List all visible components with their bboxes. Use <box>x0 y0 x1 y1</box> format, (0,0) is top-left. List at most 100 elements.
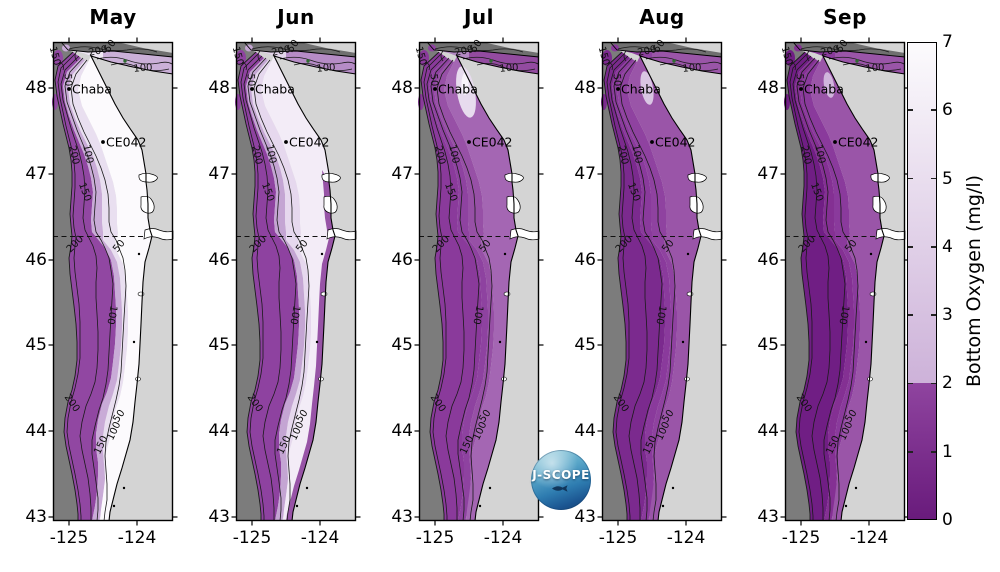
estuary <box>870 172 890 183</box>
station-label: Chaba <box>804 82 844 97</box>
contour-label: 200 <box>615 145 630 166</box>
contour-label: 50 <box>428 73 440 86</box>
station-label: CE042 <box>472 135 513 150</box>
colorbar-tick-mark <box>908 382 913 385</box>
y-tick-label: 43 <box>574 507 596 527</box>
oxygen-band-inner <box>434 60 494 521</box>
contour-label: 200 <box>249 145 264 166</box>
colorbar-tick-mark <box>931 314 936 316</box>
depth-contour-50 <box>70 59 127 522</box>
contour-label: 50 <box>62 73 74 86</box>
estuary <box>321 172 341 183</box>
colorbar-tick-label: 3 <box>942 305 953 326</box>
y-tick-label: 43 <box>208 507 230 527</box>
depth-contour-50 <box>802 59 859 522</box>
strait-contours <box>241 46 356 71</box>
islet-dot <box>137 252 141 256</box>
islet-dot <box>478 504 482 508</box>
oxygen-band-mid <box>795 58 854 521</box>
oxygen-band-nearshore <box>78 56 152 521</box>
contour-label: 100 <box>629 144 644 165</box>
colorbar-tick-mark <box>908 450 913 453</box>
x-tick-label: -124 <box>849 528 889 548</box>
vancouver-island-band <box>427 42 539 57</box>
y-tick-label: 43 <box>757 507 779 527</box>
vancouver-island-band <box>61 42 173 57</box>
contour-label: 100 <box>653 305 667 326</box>
oxygen-band-mid <box>246 58 305 521</box>
contour-label: 200 <box>66 145 81 166</box>
depth-contour-150 <box>426 55 465 521</box>
y-tick-label: 48 <box>757 78 779 98</box>
estuary <box>138 172 158 183</box>
station-marker <box>799 87 803 91</box>
islet-dot <box>503 252 507 256</box>
colorbar <box>907 42 937 520</box>
jscope-logo: J-SCOPE <box>531 450 591 510</box>
y-tick-label: 44 <box>391 421 413 441</box>
y-tick-label: 43 <box>25 507 47 527</box>
colorbar-tick-mark <box>931 177 936 180</box>
x-tick-label: -125 <box>781 528 821 548</box>
coastline <box>821 55 906 522</box>
islet-dot <box>864 340 868 344</box>
station-marker <box>833 140 837 144</box>
depth-contour-100 <box>796 57 846 522</box>
colorbar-tick-mark <box>931 382 936 385</box>
oxygen-band-mid <box>612 58 671 521</box>
green-marker <box>123 59 127 63</box>
fish-icon <box>552 484 568 492</box>
colorbar-tick-mark <box>908 177 913 180</box>
y-tick-label: 48 <box>208 78 230 98</box>
depth-contour-50 <box>436 59 493 522</box>
y-tick-label: 46 <box>574 250 596 270</box>
islet-dot <box>295 504 299 508</box>
islet-dot <box>661 504 665 508</box>
depth-contour-200 <box>423 53 448 521</box>
colorbar-tick-label: 0 <box>942 510 953 530</box>
islet-dot <box>112 504 116 508</box>
y-tick-label: 48 <box>25 78 47 98</box>
deep-ocean-mask <box>602 42 627 521</box>
estuary <box>504 172 524 183</box>
contour-label: 200 <box>637 44 658 59</box>
panel-border <box>418 41 540 522</box>
contour-label: 100 <box>682 62 702 75</box>
y-tick-label: 45 <box>574 335 596 355</box>
panel-border <box>235 41 357 522</box>
y-tick-label: 45 <box>25 335 47 355</box>
station-marker <box>433 87 437 91</box>
y-tick-label: 46 <box>208 250 230 270</box>
contour-label: 200 <box>820 44 841 59</box>
depth-contour-150 <box>792 55 831 521</box>
contour-label: 50 <box>245 73 257 86</box>
oxygen-band-inner <box>251 60 311 521</box>
contour-label: 100 <box>104 305 118 326</box>
depth-contour-200 <box>789 53 814 521</box>
y-tick-label: 47 <box>757 164 779 184</box>
colorbar-tick-mark <box>931 246 936 248</box>
station-label: Chaba <box>72 82 112 97</box>
depth-contour-150 <box>243 55 282 521</box>
contour-label: 200 <box>798 145 813 166</box>
high-oxygen-pocket <box>823 72 835 98</box>
y-tick-label: 47 <box>391 164 413 184</box>
y-tick-label: 44 <box>208 421 230 441</box>
panel-title-sep: Sep <box>823 5 867 29</box>
station-marker <box>67 87 71 91</box>
depth-contour-100 <box>247 57 297 522</box>
colorbar-tick-label: 4 <box>942 236 953 257</box>
contour-label: 50 <box>611 73 623 86</box>
depth-contour-200 <box>57 53 82 521</box>
contour-label: 100 <box>316 62 336 75</box>
vancouver-island-band <box>244 42 356 57</box>
contour-label: 200 <box>271 44 292 59</box>
colorbar-tick-mark <box>931 109 936 112</box>
high-oxygen-pocket <box>640 71 654 105</box>
islet-dot <box>844 504 848 508</box>
green-marker <box>489 59 493 63</box>
contour-label: 200 <box>432 145 447 166</box>
strait-contours <box>607 46 722 71</box>
